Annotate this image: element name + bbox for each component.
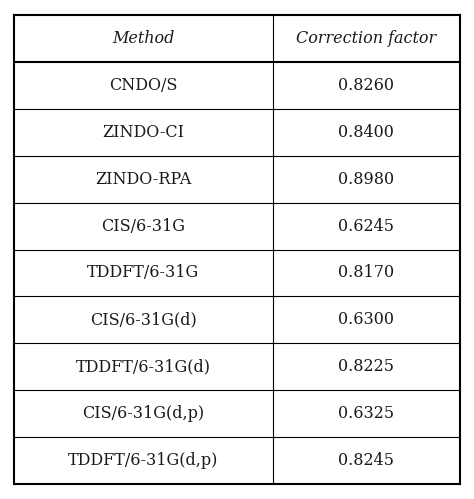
Text: CIS/6-31G: CIS/6-31G (101, 218, 185, 235)
Text: 0.8170: 0.8170 (338, 264, 394, 281)
Text: 0.8980: 0.8980 (338, 171, 394, 188)
Text: CNDO/S: CNDO/S (109, 77, 178, 94)
Text: CIS/6-31G(d,p): CIS/6-31G(d,p) (82, 405, 204, 422)
Text: TDDFT/6-31G(d,p): TDDFT/6-31G(d,p) (68, 452, 219, 469)
Text: Correction factor: Correction factor (296, 30, 436, 47)
Text: 0.6245: 0.6245 (338, 218, 394, 235)
Text: TDDFT/6-31G: TDDFT/6-31G (87, 264, 200, 281)
Text: 0.6325: 0.6325 (338, 405, 394, 422)
Text: Method: Method (112, 30, 174, 47)
Text: ZINDO-CI: ZINDO-CI (102, 124, 184, 141)
Text: CIS/6-31G(d): CIS/6-31G(d) (90, 311, 197, 328)
Text: 0.8225: 0.8225 (338, 358, 394, 375)
Text: 0.8260: 0.8260 (338, 77, 394, 94)
Text: TDDFT/6-31G(d): TDDFT/6-31G(d) (76, 358, 211, 375)
Text: 0.8245: 0.8245 (338, 452, 394, 469)
Text: 0.6300: 0.6300 (338, 311, 394, 328)
Text: ZINDO-RPA: ZINDO-RPA (95, 171, 191, 188)
Text: 0.8400: 0.8400 (338, 124, 394, 141)
